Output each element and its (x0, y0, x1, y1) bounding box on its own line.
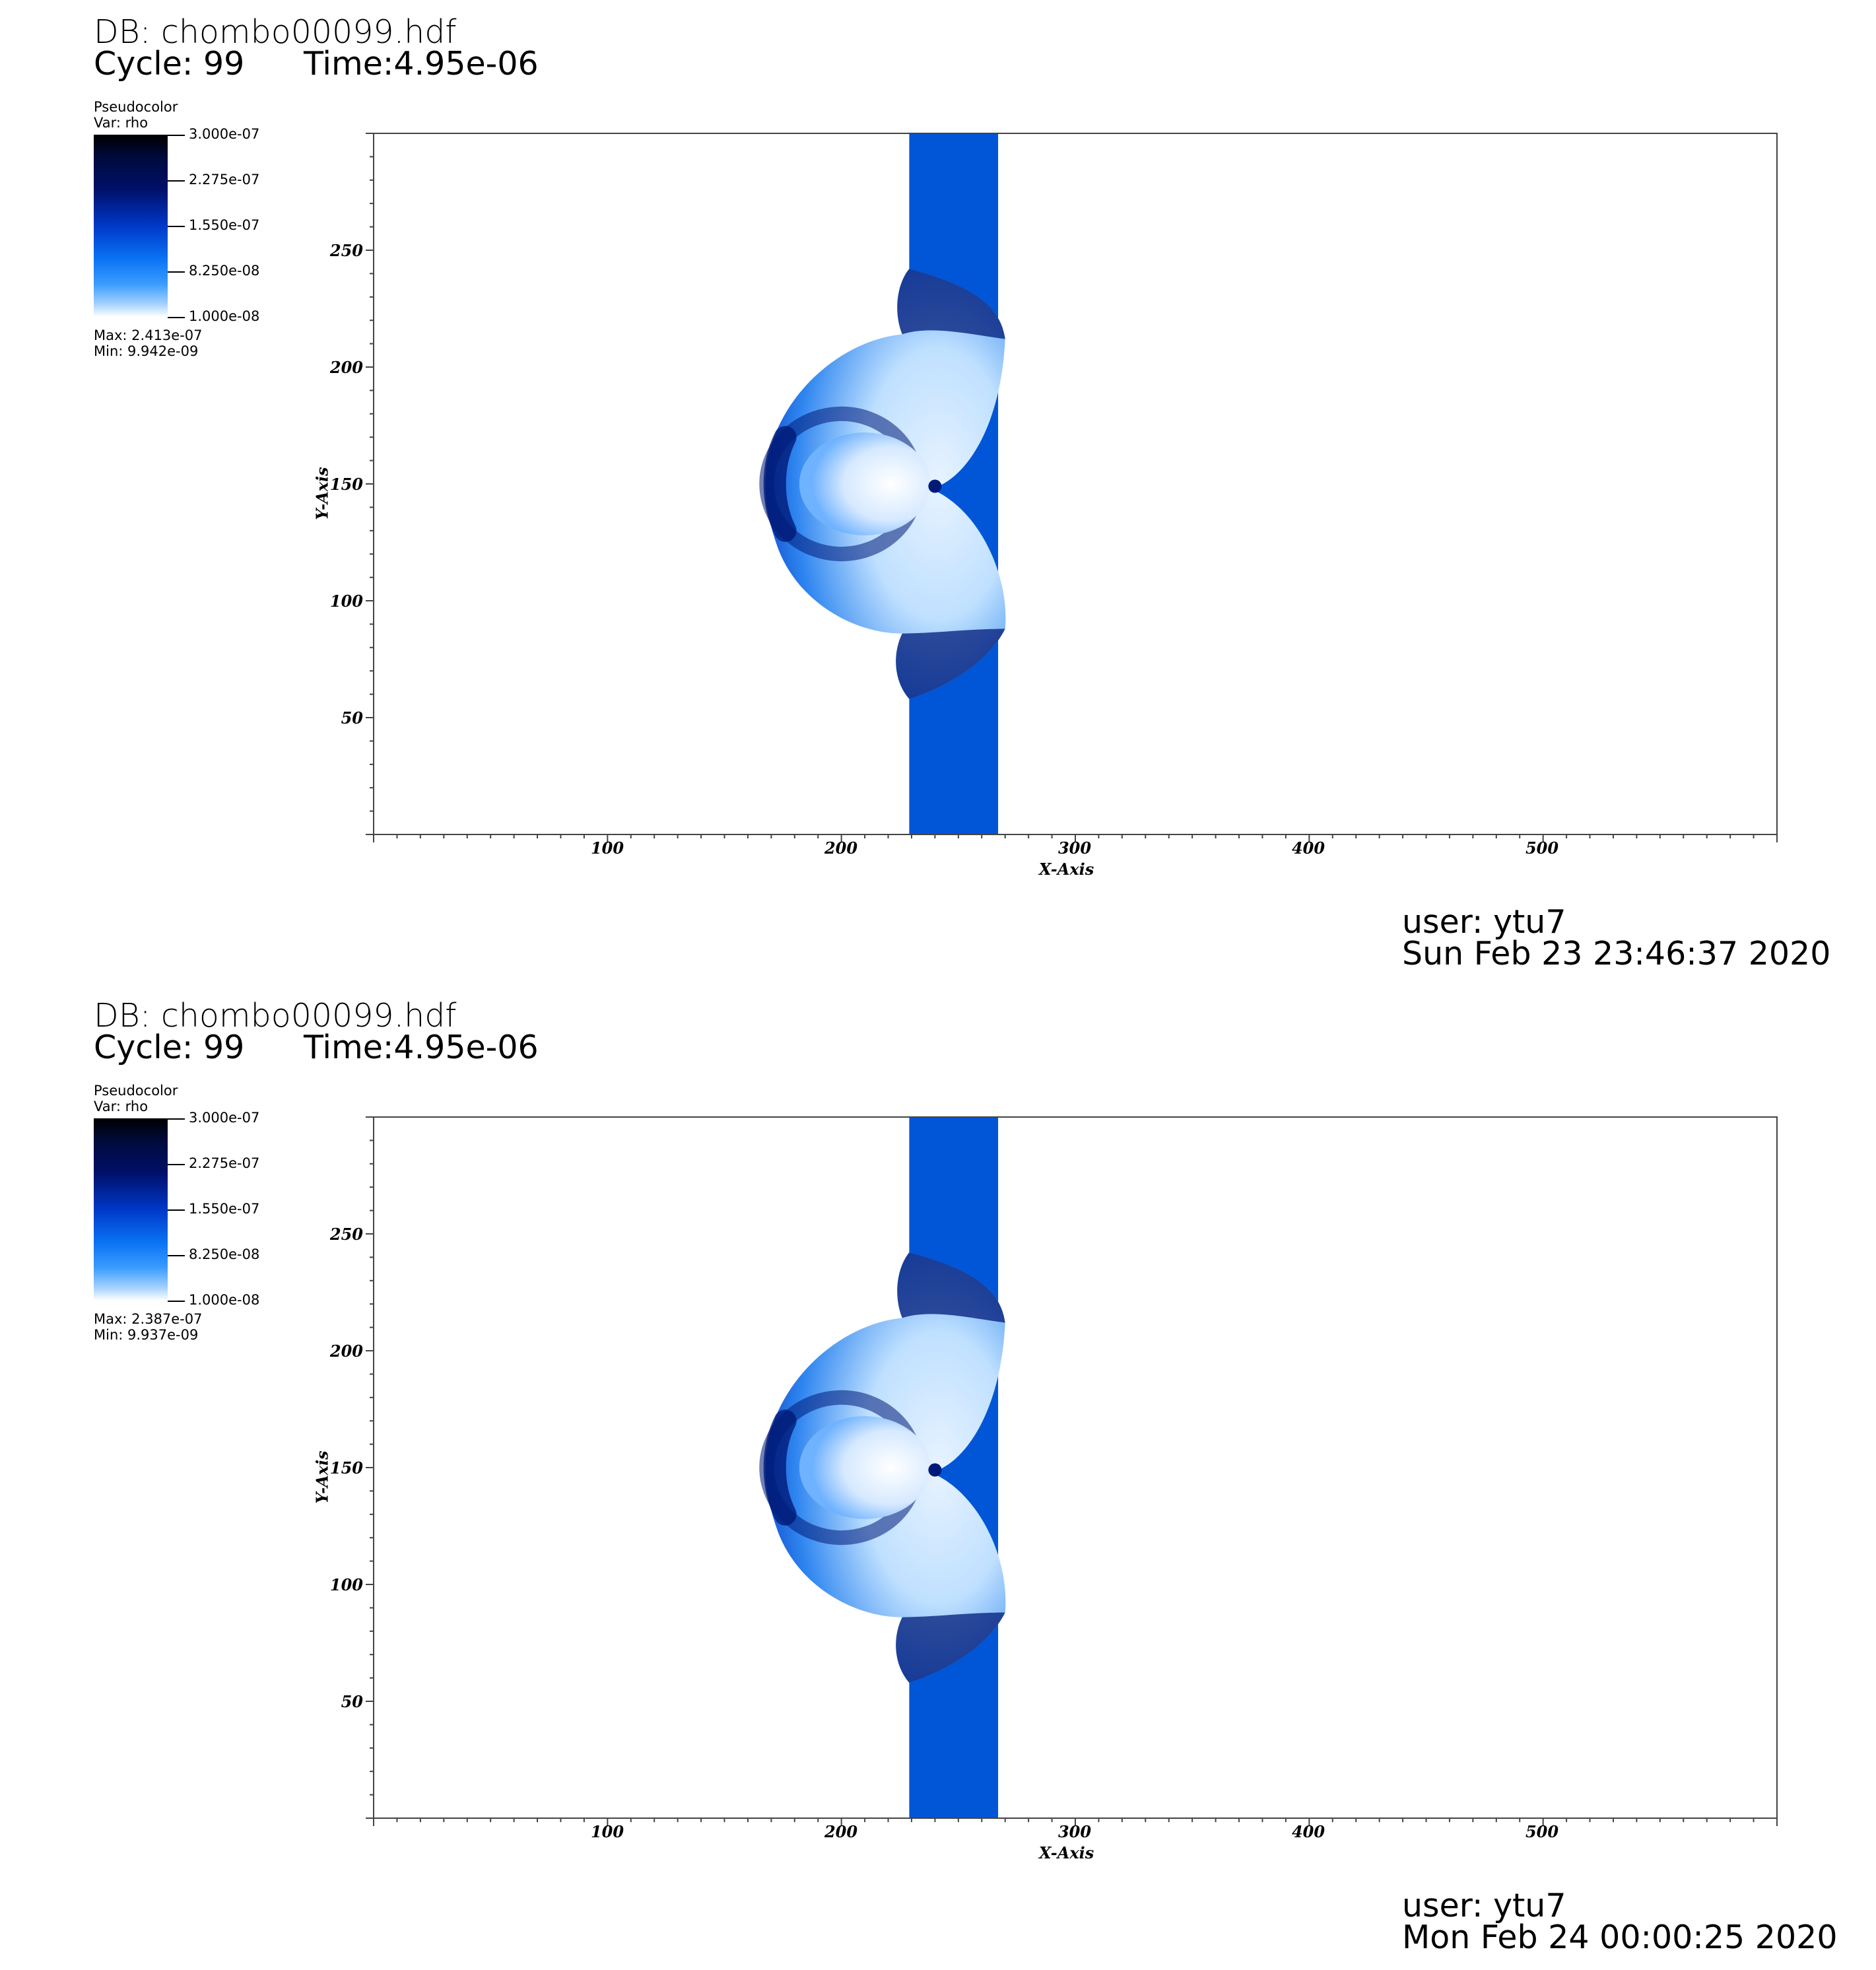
y-tick-label: 250 (329, 1225, 363, 1244)
plot-area (366, 1116, 1778, 1826)
y-tick-label: 150 (329, 475, 363, 494)
legend-header: Pseudocolor Var: rho (94, 99, 178, 131)
bow-shock (763, 426, 797, 542)
legend-minmax: Max: 2.413e-07 Min: 9.942e-09 (94, 327, 203, 359)
density-field (366, 1116, 1778, 1826)
legend-max: Max: 2.387e-07 (94, 1311, 203, 1327)
user-label: user: ytu7 (1402, 1887, 1566, 1924)
legend-max: Max: 2.413e-07 (94, 327, 203, 343)
density-field (366, 133, 1778, 842)
legend-min: Min: 9.942e-09 (94, 343, 199, 359)
x-axis-label: X-Axis (1039, 1843, 1094, 1862)
x-tick-label: 300 (1057, 1822, 1092, 1841)
legend-header: Pseudocolor Var: rho (94, 1083, 178, 1114)
x-tick-label: 100 (590, 1822, 624, 1841)
y-tick-label: 150 (329, 1458, 363, 1478)
time-value: Time:4.95e-06 (304, 45, 539, 83)
y-tick-label: 100 (329, 592, 363, 611)
db-title: DB: chombo00099.hdf (94, 13, 457, 51)
x-tick-label: 400 (1291, 838, 1325, 858)
tail-knot (928, 479, 942, 493)
lower-shock-front (896, 628, 1005, 699)
cycle-label: Cycle: 99 Time:4.95e-06 (94, 45, 539, 83)
plot-window-1: DB: chombo00099.hdf Cycle: 99 Time:4.95e… (0, 0, 1876, 984)
x-tick-label: 200 (824, 838, 858, 858)
y-tick-label: 100 (329, 1575, 363, 1594)
legend-minmax: Max: 2.387e-07 Min: 9.937e-09 (94, 1311, 203, 1343)
cycle-label: Cycle: 99 Time:4.95e-06 (94, 1029, 539, 1066)
y-tick-label: 50 (341, 1692, 363, 1711)
y-tick-label: 50 (341, 708, 363, 728)
date-label: Mon Feb 24 00:00:25 2020 (1402, 1919, 1838, 1956)
cloud-core (799, 1416, 931, 1519)
tail-knot (928, 1463, 942, 1477)
legend-plot-type: Pseudocolor (94, 99, 178, 115)
x-tick-label: 100 (590, 838, 624, 858)
x-tick-label: 500 (1525, 838, 1559, 858)
colorbar-ticks: 3.000e-07 2.275e-07 1.550e-07 8.250e-08 … (168, 126, 273, 324)
cloud-core (799, 432, 931, 535)
plot-frame (373, 1116, 1778, 1819)
time-value: Time:4.95e-06 (304, 1029, 539, 1066)
x-tick-label: 400 (1291, 1822, 1325, 1841)
legend-plot-type: Pseudocolor (94, 1083, 178, 1099)
plot-frame (373, 133, 1778, 835)
legend-min: Min: 9.937e-09 (94, 1327, 199, 1343)
x-axis-label: X-Axis (1039, 860, 1094, 879)
legend-var: Var: rho (94, 115, 149, 131)
upper-shock-front (897, 1252, 1005, 1323)
colorbar (94, 1118, 168, 1301)
y-axis-label: Y-Axis (312, 1450, 332, 1504)
user-label: user: ytu7 (1402, 903, 1566, 941)
colorbar (94, 135, 168, 317)
y-tick-label: 250 (329, 241, 363, 260)
plot-window-2: DB: chombo00099.hdf Cycle: 99 Time:4.95e… (0, 984, 1876, 1967)
cycle-value: Cycle: 99 (94, 45, 245, 83)
colorbar-ticks: 3.000e-07 2.275e-07 1.550e-07 8.250e-08 … (168, 1110, 273, 1308)
x-tick-label: 500 (1525, 1822, 1559, 1841)
lower-shock-front (896, 1612, 1005, 1683)
y-axis-label: Y-Axis (312, 467, 332, 520)
upper-shock-front (897, 269, 1005, 339)
plot-area (366, 133, 1778, 842)
db-title: DB: chombo00099.hdf (94, 997, 457, 1035)
legend-var: Var: rho (94, 1099, 149, 1114)
cycle-value: Cycle: 99 (94, 1029, 245, 1066)
date-label: Sun Feb 23 23:46:37 2020 (1402, 935, 1831, 972)
bow-shock (763, 1410, 797, 1526)
y-tick-label: 200 (329, 1342, 363, 1361)
x-tick-label: 300 (1057, 838, 1092, 858)
y-tick-label: 200 (329, 358, 363, 377)
x-tick-label: 200 (824, 1822, 858, 1841)
